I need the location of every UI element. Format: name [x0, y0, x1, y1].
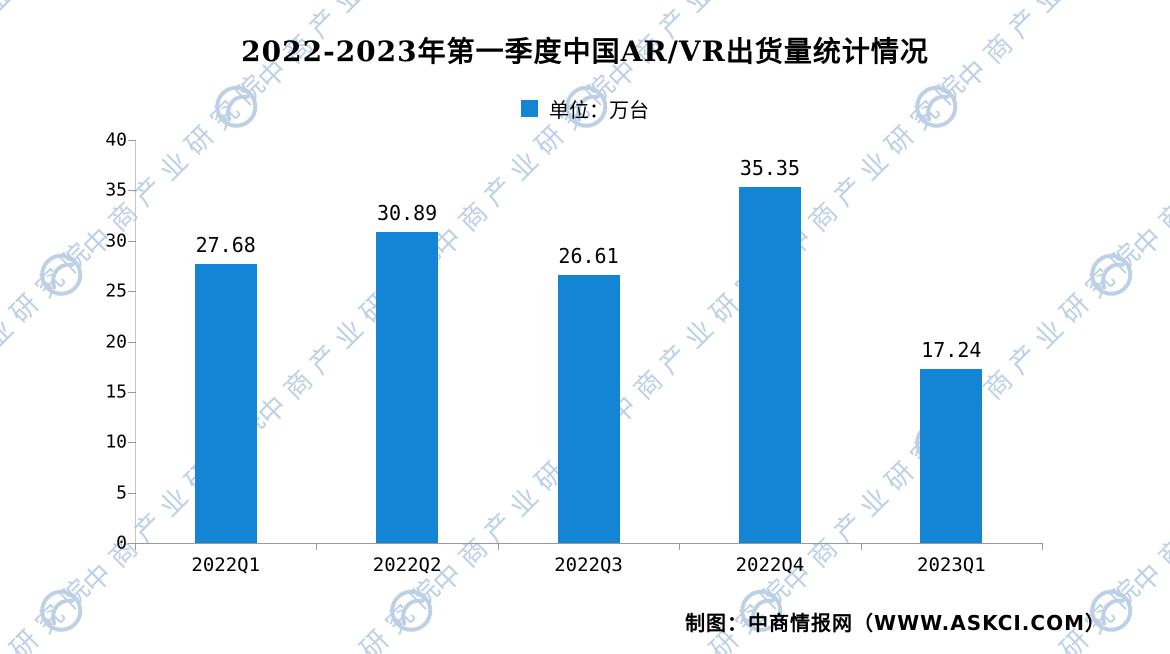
- bar: [738, 186, 801, 543]
- x-tick: [316, 543, 318, 550]
- x-axis-line: [135, 543, 1043, 544]
- x-tick-label: 2022Q2: [372, 554, 442, 576]
- x-tick: [497, 543, 499, 550]
- y-tick: [128, 492, 136, 494]
- bar-value-label: 27.68: [195, 233, 256, 258]
- y-tick-label: 0: [116, 532, 127, 554]
- bar-value-label: 30.89: [377, 200, 438, 225]
- y-tick: [128, 140, 136, 141]
- bar-value-label: 26.61: [558, 243, 619, 268]
- y-tick-label: 25: [105, 280, 127, 302]
- y-tick-label: 15: [105, 381, 127, 403]
- bar-slot: 26.61: [498, 140, 679, 543]
- y-tick-label: 5: [116, 482, 127, 504]
- y-tick-label: 20: [105, 331, 127, 352]
- x-axis-labels: 2022Q1 2022Q2 2022Q3 2022Q4 2023Q1: [135, 554, 1042, 576]
- plot-area: 27.68 30.89 26.61 35.35 17.24: [135, 140, 1042, 543]
- bar: [557, 274, 620, 543]
- y-tick-label: 35: [105, 179, 127, 201]
- x-tick-label: 2022Q3: [554, 554, 623, 576]
- y-tick: [128, 291, 136, 293]
- y-tick-label: 30: [105, 230, 127, 252]
- y-tick: [128, 442, 136, 444]
- footer-credit: 制图：中商情报网（WWW.ASKCI.COM）: [685, 611, 1106, 635]
- y-tick-label: 40: [105, 129, 127, 151]
- x-tick: [860, 543, 862, 550]
- x-tick-label: 2023Q1: [917, 554, 986, 576]
- x-tick: [135, 543, 136, 550]
- x-tick-label: 2022Q1: [191, 554, 261, 576]
- x-tick: [679, 543, 681, 550]
- legend-swatch-icon: [521, 100, 538, 117]
- y-tick: [128, 391, 136, 393]
- y-tick: [128, 190, 136, 192]
- bar-slot: 35.35: [679, 140, 860, 543]
- chart-title: 2022-2023年第一季度中国AR/VR出货量统计情况: [241, 35, 929, 68]
- bar-slot: 17.24: [861, 140, 1042, 543]
- legend-label: 单位：万台: [549, 98, 649, 122]
- x-tick-label: 2022Q4: [735, 554, 805, 576]
- x-tick: [1042, 543, 1043, 550]
- y-tick-label: 10: [105, 431, 127, 453]
- y-tick: [128, 543, 136, 544]
- legend: 单位：万台: [0, 94, 1170, 123]
- y-axis-labels: 0 5 10 15 20 25 30 35 40: [40, 130, 127, 554]
- bar: [920, 369, 983, 543]
- bar: [194, 264, 257, 543]
- y-tick: [128, 240, 136, 242]
- bar-slot: 30.89: [316, 140, 497, 543]
- bar: [376, 231, 439, 543]
- bar-slot: 27.68: [135, 140, 316, 543]
- bar-value-label: 17.24: [921, 338, 982, 363]
- bar-value-label: 35.35: [739, 155, 801, 180]
- y-tick: [128, 341, 136, 343]
